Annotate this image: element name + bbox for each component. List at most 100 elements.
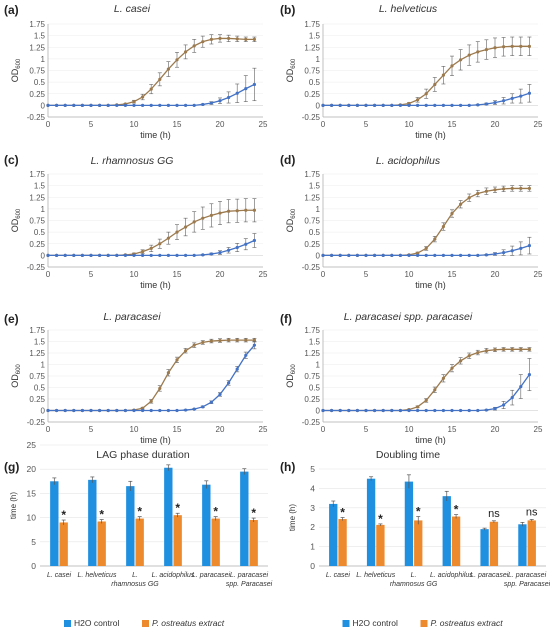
data-point: [321, 253, 325, 257]
bar: [376, 524, 385, 566]
y-tick-label: -0.25: [302, 263, 321, 272]
data-point: [63, 253, 67, 257]
y-tick-label: 1: [41, 361, 46, 370]
data-point: [235, 37, 239, 41]
y-tick-label: 1.5: [309, 338, 321, 347]
data-point: [209, 37, 213, 41]
data-point: [467, 253, 471, 257]
data-point: [493, 407, 497, 411]
y-tick-label: 1: [41, 55, 46, 64]
data-point: [390, 103, 394, 107]
data-point: [63, 103, 67, 107]
y-axis-label: OD600: [285, 208, 297, 232]
category-label: L. acidophilus: [152, 572, 195, 579]
data-point: [175, 103, 179, 107]
data-point: [209, 101, 213, 105]
data-point: [115, 253, 119, 257]
y-tick-label: 1.75: [29, 170, 45, 179]
bar: [518, 524, 527, 566]
data-point: [381, 253, 385, 257]
data-point: [450, 408, 454, 413]
significance-marker: ns: [526, 506, 538, 518]
y-tick-label: 5: [310, 464, 315, 474]
data-point: [441, 73, 445, 77]
x-tick-label: 15: [448, 120, 457, 129]
x-tick-label: 20: [216, 120, 225, 129]
data-point: [175, 408, 179, 413]
data-point: [450, 103, 454, 107]
y-tick-label: 1.5: [309, 32, 321, 41]
y-tick-label: 15: [27, 488, 37, 498]
data-point: [441, 376, 445, 380]
data-point: [433, 253, 437, 257]
bar: [451, 516, 461, 566]
chart-title: L. paracasei spp. paracasei: [344, 311, 473, 323]
data-point: [441, 103, 445, 107]
panel-label: (h): [280, 460, 295, 474]
y-tick-label: 1: [310, 542, 315, 552]
data-point: [441, 408, 445, 413]
y-axis-label: OD600: [10, 364, 22, 388]
data-point: [519, 44, 523, 48]
data-point: [201, 102, 205, 107]
data-point: [106, 408, 110, 413]
category-label: L. casei: [326, 572, 351, 579]
x-tick-label: 20: [491, 120, 500, 129]
category-label: L. casei: [47, 572, 72, 579]
legend-label-extract: P. ostreatus extract: [431, 618, 504, 628]
data-point: [467, 408, 471, 413]
y-tick-label: 1.5: [34, 32, 46, 41]
x-tick-label: 25: [259, 425, 268, 434]
y-tick-label: 0.25: [304, 395, 320, 404]
x-tick-label: 15: [173, 270, 182, 279]
data-point: [149, 246, 153, 250]
data-point: [519, 347, 523, 351]
data-point: [209, 400, 213, 404]
data-point: [433, 237, 437, 241]
data-point: [244, 353, 248, 357]
data-point: [407, 408, 411, 413]
data-point: [72, 103, 76, 107]
x-tick-label: 25: [259, 270, 268, 279]
data-point: [123, 253, 127, 257]
y-tick-label: -0.25: [302, 418, 321, 427]
x-tick-label: 5: [89, 270, 94, 279]
data-point: [227, 248, 231, 252]
data-point: [502, 347, 506, 351]
data-point: [510, 347, 514, 351]
data-point: [416, 405, 420, 409]
legend-label-extract: P. ostreatus extract: [152, 618, 225, 628]
data-point: [209, 213, 213, 217]
y-tick-label: 0.25: [304, 90, 320, 99]
data-point: [484, 253, 488, 257]
data-point: [527, 347, 532, 351]
y-tick-label: 0.5: [309, 384, 321, 393]
data-point: [132, 253, 136, 257]
data-point: [158, 103, 162, 107]
x-tick-label: 15: [173, 120, 182, 129]
data-point: [235, 338, 239, 342]
data-point: [467, 354, 471, 358]
data-point: [459, 103, 463, 107]
data-point: [98, 253, 102, 257]
data-point: [416, 103, 420, 107]
y-tick-label: 0: [316, 407, 321, 416]
category-label: L. helveticus: [78, 572, 117, 579]
data-point: [484, 408, 488, 412]
data-point: [252, 208, 256, 212]
bar: [173, 515, 182, 566]
panel-label: (b): [280, 3, 295, 17]
data-point: [519, 246, 523, 250]
significance-marker: *: [251, 506, 256, 520]
panel-label: (d): [280, 153, 295, 167]
data-point: [55, 253, 59, 257]
y-axis-label-subscript: 600: [291, 364, 297, 375]
data-point: [244, 37, 248, 41]
y-tick-label: 0.5: [309, 228, 321, 237]
y-tick-label: 0: [41, 101, 46, 110]
data-point: [476, 408, 480, 413]
bar: [135, 518, 144, 566]
data-point: [227, 381, 231, 385]
category-label: L.: [132, 572, 138, 579]
y-axis-label: OD600: [10, 58, 22, 82]
